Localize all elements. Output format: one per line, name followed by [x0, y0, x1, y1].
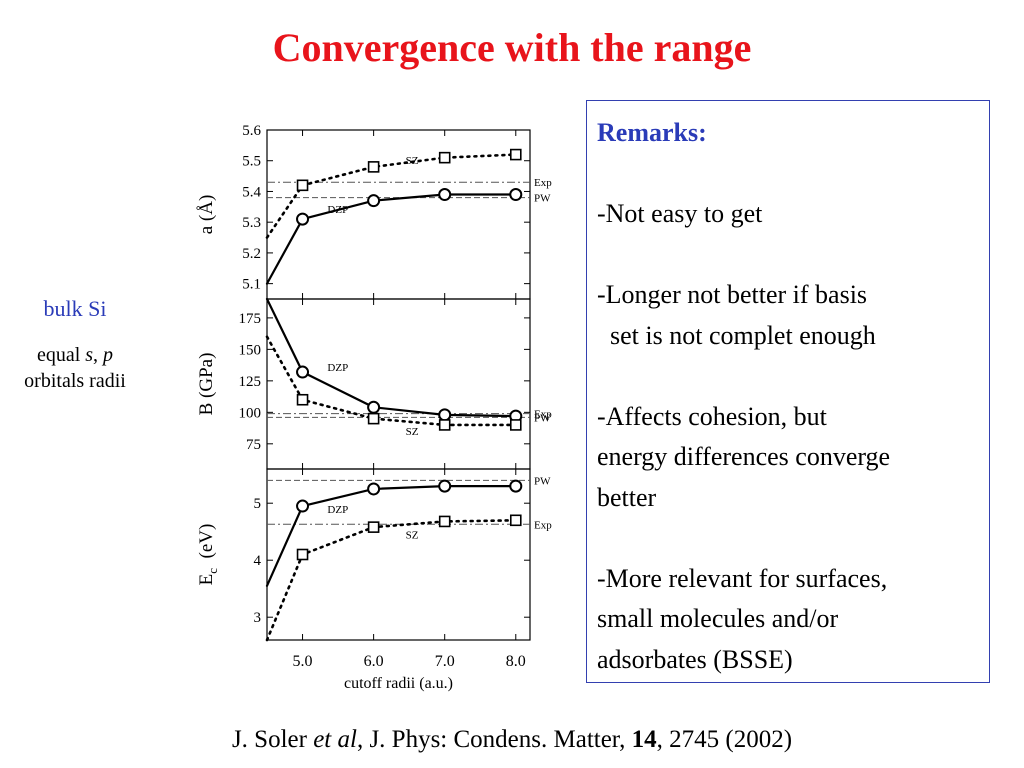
y-tick-label: 5.6: [242, 123, 261, 139]
data-point: [367, 521, 380, 533]
remarks-title: Remarks:: [597, 118, 707, 147]
y-tick-label: 150: [239, 342, 262, 358]
y-tick-label: 75: [246, 437, 261, 453]
data-point: [438, 479, 452, 493]
data-point: [509, 188, 523, 202]
series-label: SZ: [406, 530, 419, 542]
data-point: [367, 400, 381, 414]
radii-note-text: equal: [36, 344, 86, 366]
reference-label: PW: [534, 193, 551, 205]
y-axis-label-unit: (eV): [196, 524, 217, 568]
remark-line: set is not complet enough: [597, 320, 876, 350]
data-point: [296, 499, 310, 513]
radii-note: equal s, p orbitals radii: [0, 342, 150, 394]
remark-line: [597, 235, 989, 276]
data-point: [296, 365, 310, 379]
y-tick-label: 5.3: [242, 215, 261, 231]
y-tick-label: 100: [239, 405, 262, 421]
remark-line: energy differences converge: [597, 442, 891, 471]
y-tick-label: 5.4: [242, 184, 261, 200]
citation-volume: 14: [631, 726, 657, 753]
y-axis-label: Ec (eV): [196, 524, 220, 586]
y-axis-label-main: E: [196, 574, 217, 586]
series-line: [265, 518, 518, 642]
remarks-list: -Not easy to get -Longer not better if b…: [597, 154, 989, 681]
data-point: [296, 393, 309, 406]
data-point: [296, 548, 309, 561]
y-tick-label: 5: [254, 496, 262, 512]
x-axis-label: cutoff radii (a.u.): [344, 675, 453, 692]
data-point: [367, 482, 381, 496]
remark-line: [597, 518, 989, 559]
reference-label: PW: [534, 475, 551, 487]
remark-line: -More relevant for surfaces,: [597, 563, 888, 593]
y-axis-label: a (Å): [196, 195, 217, 235]
remark-line: [597, 154, 989, 195]
citation-journal: , J. Phys: Condens. Matter,: [356, 726, 632, 753]
remark-line: small molecules and/or: [597, 604, 839, 633]
system-label: bulk Si: [43, 296, 107, 321]
remark-line: -Affects cohesion, but: [597, 401, 827, 431]
x-tick-label: 6.0: [364, 653, 384, 670]
citation-author: J. Soler: [231, 726, 314, 753]
panel-frame: [266, 298, 531, 470]
series-label: DZP: [327, 362, 348, 374]
remark-line: better: [597, 482, 657, 512]
data-point: [438, 151, 451, 164]
s-orbital: s: [85, 344, 94, 366]
y-tick-label: 5.5: [242, 154, 261, 170]
remark-line: adsorbates (BSSE): [597, 644, 793, 674]
data-point: [367, 161, 380, 173]
citation-etal: et al: [313, 726, 357, 753]
data-point: [296, 212, 310, 226]
series-line: [265, 153, 518, 239]
y-axis-label-sub: c: [205, 568, 220, 574]
series-label: SZ: [406, 426, 419, 438]
series-line: [265, 335, 518, 427]
data-point: [509, 514, 522, 527]
slide-title: Convergence with the range: [272, 25, 752, 70]
citation: J. Soler et al, J. Phys: Condens. Matter…: [0, 726, 1024, 754]
data-point: [509, 419, 522, 431]
data-point: [438, 419, 451, 431]
data-point: [296, 179, 309, 192]
x-tick-label: 5.0: [293, 653, 313, 670]
reference-label: Exp: [534, 177, 552, 189]
reference-label: Exp: [534, 409, 552, 421]
data-point: [367, 194, 381, 208]
reference-label: Exp: [534, 519, 552, 531]
radii-note-line2: orbitals radii: [24, 370, 126, 392]
series-label: DZP: [327, 204, 348, 216]
series-label: SZ: [406, 155, 419, 167]
data-point: [367, 412, 380, 425]
y-tick-label: 125: [239, 374, 262, 390]
remarks-box: Remarks: -Not easy to get -Longer not be…: [586, 100, 990, 683]
series-label: DZP: [327, 504, 348, 516]
y-tick-label: 175: [239, 311, 262, 327]
data-point: [509, 479, 523, 493]
citation-rest: , 2745 (2002): [656, 726, 793, 753]
remark-line: [597, 356, 989, 397]
p-orbital: p: [103, 344, 114, 366]
series-line: [265, 193, 517, 285]
remark-line: -Not easy to get: [597, 199, 763, 228]
y-tick-label: 5.1: [242, 277, 261, 293]
data-point: [509, 148, 522, 161]
y-tick-label: 4: [254, 553, 262, 569]
data-point: [438, 515, 451, 528]
panel-frame: [266, 468, 531, 641]
y-axis-label: B (GPa): [196, 353, 217, 416]
data-point: [438, 408, 452, 422]
reference-label: PW: [534, 412, 551, 424]
remark-line: -Longer not better if basis: [597, 280, 868, 309]
comma: ,: [93, 344, 104, 366]
data-point: [438, 188, 452, 202]
system-note: bulk Si equal s, p orbitals radii: [0, 296, 150, 394]
x-tick-label: 7.0: [435, 653, 455, 670]
x-tick-label: 8.0: [506, 653, 526, 670]
y-tick-label: 5.2: [242, 246, 261, 262]
y-tick-label: 3: [254, 610, 262, 626]
